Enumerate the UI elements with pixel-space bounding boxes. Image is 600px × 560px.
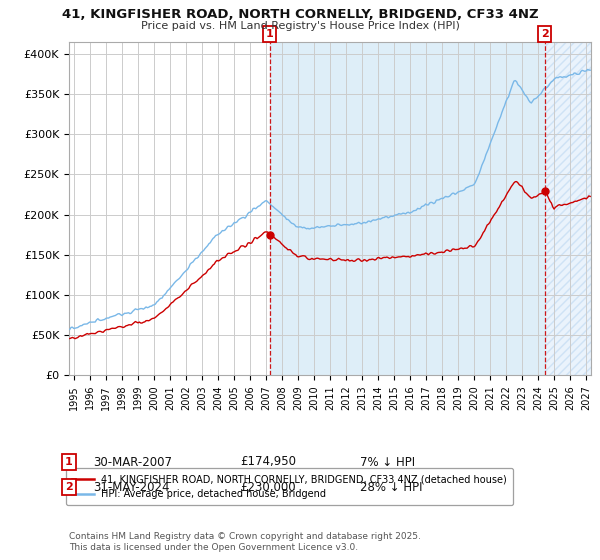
Text: 7% ↓ HPI: 7% ↓ HPI bbox=[360, 455, 415, 469]
Text: 28% ↓ HPI: 28% ↓ HPI bbox=[360, 480, 422, 494]
Text: 2: 2 bbox=[541, 29, 548, 39]
Text: 1: 1 bbox=[266, 29, 274, 39]
Text: 2: 2 bbox=[65, 482, 73, 492]
Text: £230,000: £230,000 bbox=[240, 480, 296, 494]
Bar bbox=[269, 42, 545, 375]
Text: Price paid vs. HM Land Registry's House Price Index (HPI): Price paid vs. HM Land Registry's House … bbox=[140, 21, 460, 31]
Bar bbox=[545, 42, 591, 375]
Text: 31-MAY-2024: 31-MAY-2024 bbox=[93, 480, 170, 494]
Text: 41, KINGFISHER ROAD, NORTH CORNELLY, BRIDGEND, CF33 4NZ: 41, KINGFISHER ROAD, NORTH CORNELLY, BRI… bbox=[62, 8, 538, 21]
Bar bbox=[545, 42, 591, 375]
Text: Contains HM Land Registry data © Crown copyright and database right 2025.
This d: Contains HM Land Registry data © Crown c… bbox=[69, 532, 421, 552]
Legend: 41, KINGFISHER ROAD, NORTH CORNELLY, BRIDGEND, CF33 4NZ (detached house), HPI: A: 41, KINGFISHER ROAD, NORTH CORNELLY, BRI… bbox=[67, 469, 513, 505]
Text: £174,950: £174,950 bbox=[240, 455, 296, 469]
Text: 30-MAR-2007: 30-MAR-2007 bbox=[93, 455, 172, 469]
Text: 1: 1 bbox=[65, 457, 73, 467]
